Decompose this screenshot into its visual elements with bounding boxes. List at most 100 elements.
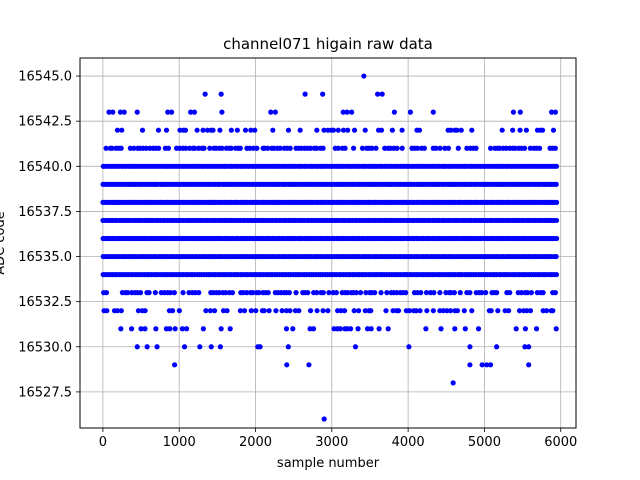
data-point — [203, 308, 209, 314]
data-point — [207, 308, 213, 314]
y-tick-label: 16542.5 — [18, 115, 72, 130]
data-point — [285, 127, 292, 133]
data-point — [170, 308, 176, 314]
data-point — [134, 109, 140, 115]
data-point — [430, 308, 436, 314]
data-point — [121, 109, 127, 115]
data-point — [488, 145, 494, 151]
data-point — [553, 199, 560, 205]
data-point — [266, 308, 272, 314]
data-point — [242, 127, 249, 133]
data-point — [268, 109, 274, 115]
data-point — [344, 109, 350, 115]
data-point — [325, 308, 331, 314]
data-point — [200, 326, 206, 332]
data-point — [168, 109, 175, 115]
data-point — [553, 217, 560, 224]
data-point — [287, 145, 293, 151]
data-point — [552, 290, 558, 296]
data-point — [537, 145, 543, 151]
data-point — [135, 308, 142, 314]
data-point — [109, 145, 115, 151]
data-point — [314, 308, 320, 314]
data-point — [165, 145, 172, 151]
plot-frame — [79, 57, 577, 429]
data-point — [335, 127, 341, 133]
data-point — [167, 326, 173, 332]
data-point — [229, 290, 236, 296]
data-point — [194, 127, 200, 133]
data-point — [307, 308, 314, 314]
data-point — [106, 109, 112, 115]
data-point — [241, 308, 248, 314]
data-point — [513, 326, 519, 332]
data-point — [510, 109, 517, 115]
data-point — [416, 127, 423, 133]
data-point — [153, 326, 159, 332]
data-point — [467, 362, 473, 368]
chart-title: channel071 higain raw data — [223, 35, 433, 53]
data-point — [191, 109, 198, 115]
data-point — [110, 109, 116, 115]
data-point — [117, 109, 124, 115]
data-point — [183, 326, 190, 332]
data-point — [210, 127, 216, 133]
y-axis-title: ADC code — [0, 211, 8, 274]
y-tick-label: 16535.0 — [18, 250, 72, 265]
data-point — [528, 290, 535, 296]
data-point — [342, 145, 348, 151]
data-point — [320, 290, 326, 296]
data-point — [310, 326, 317, 332]
data-point — [467, 344, 473, 350]
data-point — [533, 326, 540, 332]
data-point — [103, 290, 110, 296]
data-point — [394, 290, 400, 296]
data-point — [181, 344, 188, 350]
data-point — [455, 145, 461, 151]
data-point — [197, 344, 203, 350]
data-point — [287, 308, 293, 314]
data-point — [445, 145, 452, 151]
data-point — [208, 344, 214, 350]
data-point — [237, 308, 243, 314]
data-point — [417, 308, 423, 314]
data-point — [384, 290, 390, 296]
data-point — [253, 308, 259, 314]
data-point — [526, 362, 532, 368]
data-point — [390, 308, 396, 314]
data-point — [297, 127, 303, 133]
data-point — [469, 308, 475, 314]
data-point — [167, 290, 174, 296]
data-point — [437, 290, 443, 296]
data-point — [483, 290, 489, 296]
data-point — [320, 308, 326, 314]
data-point — [179, 326, 185, 332]
data-point — [244, 290, 250, 296]
data-point — [552, 145, 558, 151]
x-tick-label: 6000 — [544, 435, 577, 450]
data-point — [286, 290, 292, 296]
data-point — [363, 290, 369, 296]
data-point — [506, 308, 512, 314]
data-point — [348, 326, 354, 332]
data-point — [283, 326, 290, 332]
data-point — [399, 145, 405, 151]
data-point — [414, 145, 421, 151]
data-point — [523, 127, 529, 133]
data-point — [522, 344, 528, 350]
data-point — [223, 290, 229, 296]
data-point — [302, 91, 308, 97]
data-point — [284, 362, 290, 368]
data-point — [351, 308, 357, 314]
data-point — [139, 127, 146, 133]
data-point — [391, 109, 397, 115]
data-point — [207, 145, 213, 151]
data-point — [373, 145, 379, 151]
data-point — [540, 127, 546, 133]
data-point — [307, 145, 314, 151]
data-point — [118, 145, 124, 151]
data-point — [154, 344, 160, 350]
data-point — [248, 127, 254, 133]
data-point — [345, 290, 351, 296]
